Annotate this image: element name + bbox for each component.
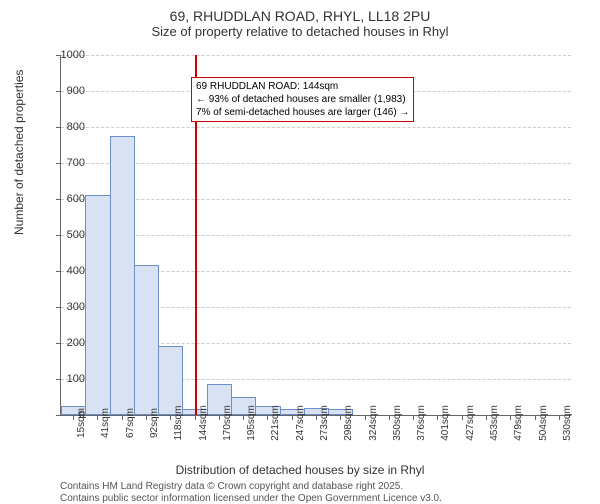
xtick-mark (195, 415, 196, 420)
xtick-label: 479sqm (513, 405, 524, 441)
annotation-line: 7% of semi-detached houses are larger (1… (196, 106, 409, 119)
bar (134, 265, 159, 415)
xtick-label: 298sqm (343, 405, 354, 441)
chart-container: 69, RHUDDLAN ROAD, RHYL, LL18 2PU Size o… (0, 0, 600, 500)
xtick-mark (316, 415, 317, 420)
title-block: 69, RHUDDLAN ROAD, RHYL, LL18 2PU Size o… (0, 0, 600, 39)
xtick-label: 15sqm (76, 408, 87, 438)
xtick-label: 41sqm (100, 408, 111, 438)
xtick-label: 67sqm (125, 408, 136, 438)
xtick-mark (437, 415, 438, 420)
ytick-label: 400 (50, 265, 85, 277)
xtick-label: 221sqm (270, 405, 281, 441)
footnote-1: Contains HM Land Registry data © Crown c… (60, 481, 403, 492)
gridline (61, 163, 571, 164)
xtick-label: 504sqm (538, 405, 549, 441)
ytick-label: 500 (50, 229, 85, 241)
ytick-label: 300 (50, 301, 85, 313)
xtick-label: 118sqm (173, 406, 184, 441)
xtick-label: 273sqm (319, 405, 330, 441)
xtick-label: 530sqm (562, 405, 573, 441)
gridline (61, 235, 571, 236)
title-line2: Size of property relative to detached ho… (0, 24, 600, 39)
xtick-label: 324sqm (368, 405, 379, 441)
y-axis-label: Number of detached properties (12, 70, 26, 235)
xtick-label: 144sqm (198, 405, 209, 441)
bar (85, 195, 110, 415)
ytick-label: 100 (50, 373, 85, 385)
xtick-mark (535, 415, 536, 420)
xtick-mark (170, 415, 171, 420)
x-axis-label: Distribution of detached houses by size … (0, 463, 600, 477)
xtick-mark (510, 415, 511, 420)
xtick-label: 427sqm (465, 405, 476, 441)
xtick-label: 376sqm (416, 405, 427, 441)
xtick-label: 92sqm (149, 408, 160, 438)
xtick-mark (462, 415, 463, 420)
xtick-mark (365, 415, 366, 420)
xtick-mark (243, 415, 244, 420)
xtick-mark (559, 415, 560, 420)
annotation-line: ← 93% of detached houses are smaller (1,… (196, 93, 409, 106)
xtick-mark (219, 415, 220, 420)
gridline (61, 55, 571, 56)
xtick-mark (292, 415, 293, 420)
bar (110, 136, 135, 415)
xtick-mark (340, 415, 341, 420)
xtick-label: 195sqm (246, 405, 257, 441)
gridline (61, 127, 571, 128)
gridline (61, 199, 571, 200)
title-line1: 69, RHUDDLAN ROAD, RHYL, LL18 2PU (0, 8, 600, 24)
xtick-mark (413, 415, 414, 420)
footnote-2: Contains public sector information licen… (60, 493, 442, 504)
xtick-mark (97, 415, 98, 420)
xtick-mark (389, 415, 390, 420)
annotation-box: 69 RHUDDLAN ROAD: 144sqm← 93% of detache… (191, 77, 414, 122)
ytick-label: 200 (50, 337, 85, 349)
xtick-mark (122, 415, 123, 420)
ytick-label: 800 (50, 121, 85, 133)
xtick-mark (146, 415, 147, 420)
xtick-label: 350sqm (392, 405, 403, 441)
xtick-mark (486, 415, 487, 420)
chart-area: 69 RHUDDLAN ROAD: 144sqm← 93% of detache… (60, 55, 571, 416)
ytick-label: 900 (50, 85, 85, 97)
annotation-line: 69 RHUDDLAN ROAD: 144sqm (196, 80, 409, 93)
ytick-label: 700 (50, 157, 85, 169)
ytick-label: 1000 (50, 49, 85, 61)
xtick-mark (267, 415, 268, 420)
xtick-label: 453sqm (489, 405, 500, 441)
xtick-label: 170sqm (222, 405, 233, 441)
xtick-label: 247sqm (295, 405, 306, 441)
ytick-label: 600 (50, 193, 85, 205)
xtick-label: 401sqm (440, 405, 451, 441)
